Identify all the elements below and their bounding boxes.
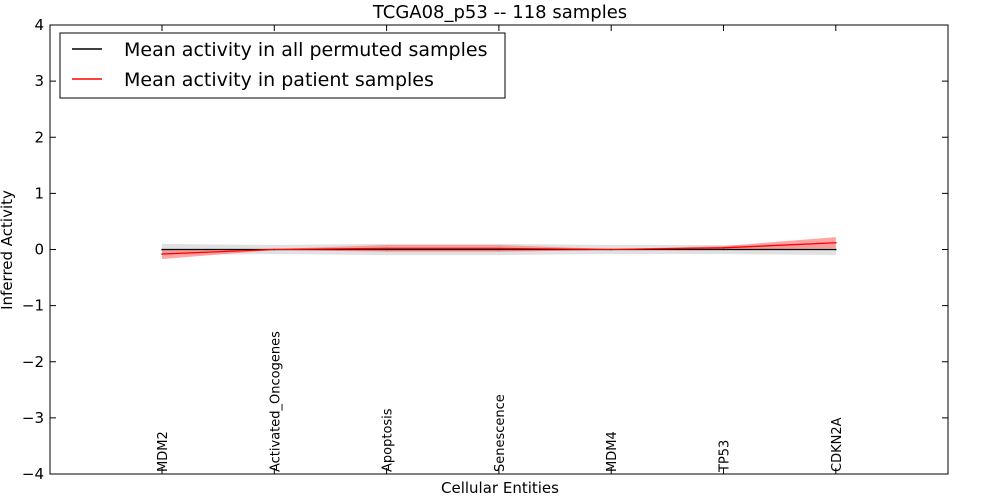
x-tick-label: CDKN2A (830, 417, 845, 472)
y-tick-label: −4 (22, 465, 44, 483)
x-tick-label: Apoptosis (381, 408, 396, 472)
x-tick-label: MDM2 (156, 431, 171, 472)
y-tick-label: −1 (22, 297, 44, 315)
y-axis: −4 −3 −2 −1 0 1 2 3 4 (22, 16, 948, 483)
y-tick-label: −2 (22, 353, 44, 371)
x-tick-label: Senescence (493, 394, 508, 472)
chart-title: TCGA08_p53 -- 118 samples (372, 2, 627, 23)
y-tick-label: 1 (34, 184, 44, 202)
y-tick-label: −3 (22, 409, 44, 427)
point-series-1 (835, 241, 837, 244)
x-axis-title: Cellular Entities (441, 479, 559, 497)
y-tick-label: 3 (34, 72, 44, 90)
x-tick-label: MDM4 (605, 431, 620, 472)
y-tick-label: 0 (34, 241, 44, 259)
y-axis-title: Inferred Activity (0, 190, 16, 310)
point-series-1 (498, 247, 500, 250)
x-tick-label: Activated_Oncogenes (268, 331, 283, 472)
x-tick-label: TP53 (718, 440, 733, 473)
point-series-0 (385, 248, 388, 251)
legend: Mean activity in all permuted samples Me… (59, 32, 506, 99)
point-series-1 (722, 247, 725, 249)
y-tick-label: 4 (34, 16, 44, 34)
point-series-1 (385, 247, 388, 250)
point-series-0 (722, 248, 725, 251)
series-lines (161, 241, 837, 255)
point-series-1 (273, 248, 276, 251)
legend-label-permuted: Mean activity in all permuted samples (124, 39, 487, 61)
legend-box (59, 32, 506, 99)
y-tick-label: 2 (34, 128, 44, 146)
point-series-1 (610, 248, 612, 251)
point-series-1 (161, 253, 163, 255)
legend-label-patient: Mean activity in patient samples (124, 69, 434, 91)
x-axis: MDM2 Activated_Oncogenes Apoptosis Senescen… (156, 25, 845, 474)
point-series-0 (835, 248, 837, 251)
point-series-0 (498, 248, 500, 251)
point-series-0 (161, 248, 163, 251)
